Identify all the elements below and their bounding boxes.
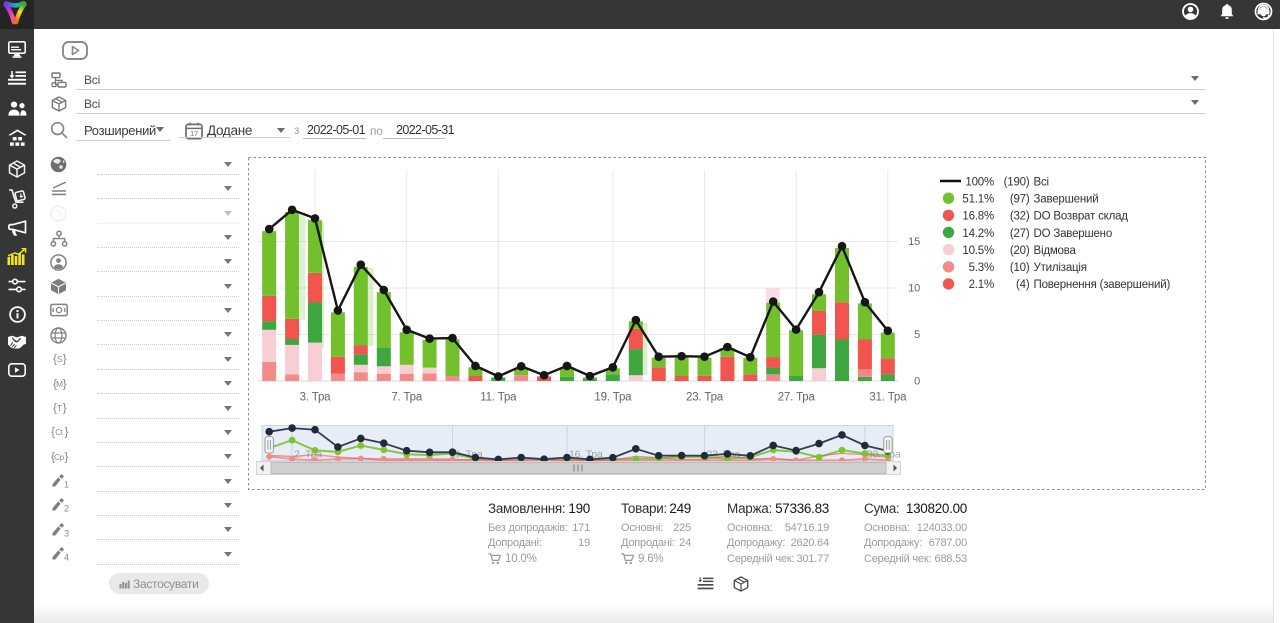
svg-text:2: 2 xyxy=(64,504,69,514)
svg-text:5: 5 xyxy=(914,329,920,341)
svg-text:17: 17 xyxy=(190,129,198,138)
svg-text:Ct: Ct xyxy=(55,428,64,437)
svg-text:Cp: Cp xyxy=(54,453,65,462)
svg-text:19. Тра: 19. Тра xyxy=(594,392,632,404)
svg-text:7. Тра: 7. Тра xyxy=(391,392,423,404)
svg-text:23. Тра: 23. Тра xyxy=(686,392,724,404)
svg-text:Відмова: Відмова xyxy=(1034,245,1077,257)
svg-text:}: } xyxy=(63,377,67,391)
svg-text:DO Завершено: DO Завершено xyxy=(1034,228,1113,240)
svg-text:Всі: Всі xyxy=(1034,176,1049,188)
svg-text:}: } xyxy=(65,425,69,439)
svg-text:(27): (27) xyxy=(1010,228,1030,240)
svg-text:2.1%: 2.1% xyxy=(969,279,994,291)
svg-text:14.2%: 14.2% xyxy=(962,228,994,240)
svg-text:Завершений: Завершений xyxy=(1034,194,1099,206)
svg-text:51.1%: 51.1% xyxy=(962,194,994,206)
svg-text:15: 15 xyxy=(908,236,920,248)
svg-text:?: ? xyxy=(56,209,62,220)
svg-text:3: 3 xyxy=(64,529,69,539)
svg-text:10.5%: 10.5% xyxy=(962,245,994,257)
svg-text:(10): (10) xyxy=(1010,262,1030,274)
svg-text:Повернення (завершений): Повернення (завершений) xyxy=(1034,279,1171,291)
svg-text:{: { xyxy=(53,377,57,391)
svg-text:(190): (190) xyxy=(1004,176,1030,188)
svg-text:(20): (20) xyxy=(1010,245,1030,257)
svg-text:(4): (4) xyxy=(1016,279,1030,291)
svg-text:5.3%: 5.3% xyxy=(969,262,994,274)
svg-text:}: } xyxy=(65,450,69,464)
svg-text:Утилізація: Утилізація xyxy=(1034,262,1087,274)
svg-text:S: S xyxy=(57,354,63,364)
svg-text:4: 4 xyxy=(64,553,69,563)
svg-text:3. Тра: 3. Тра xyxy=(300,392,332,404)
svg-text:{: { xyxy=(51,450,55,464)
svg-text:{: { xyxy=(53,401,57,415)
svg-text:16.8%: 16.8% xyxy=(962,211,994,223)
svg-text:10: 10 xyxy=(908,283,920,295)
svg-text:DO Возврат склад: DO Возврат склад xyxy=(1034,211,1129,223)
svg-text:}: } xyxy=(63,401,67,415)
svg-text:1: 1 xyxy=(64,480,69,490)
svg-text:100%: 100% xyxy=(965,176,994,188)
svg-text:31. Тра: 31. Тра xyxy=(869,392,907,404)
svg-text:M: M xyxy=(56,379,63,389)
svg-text:{: { xyxy=(51,425,55,439)
svg-text:}: } xyxy=(63,352,67,366)
svg-text:T: T xyxy=(57,403,62,413)
svg-text:11. Тра: 11. Тра xyxy=(480,392,517,404)
svg-text:(97): (97) xyxy=(1010,194,1030,206)
svg-text:27. Тра: 27. Тра xyxy=(778,392,816,404)
svg-text:(32): (32) xyxy=(1010,211,1030,223)
svg-text:{: { xyxy=(53,352,57,366)
svg-text:0: 0 xyxy=(914,376,920,388)
